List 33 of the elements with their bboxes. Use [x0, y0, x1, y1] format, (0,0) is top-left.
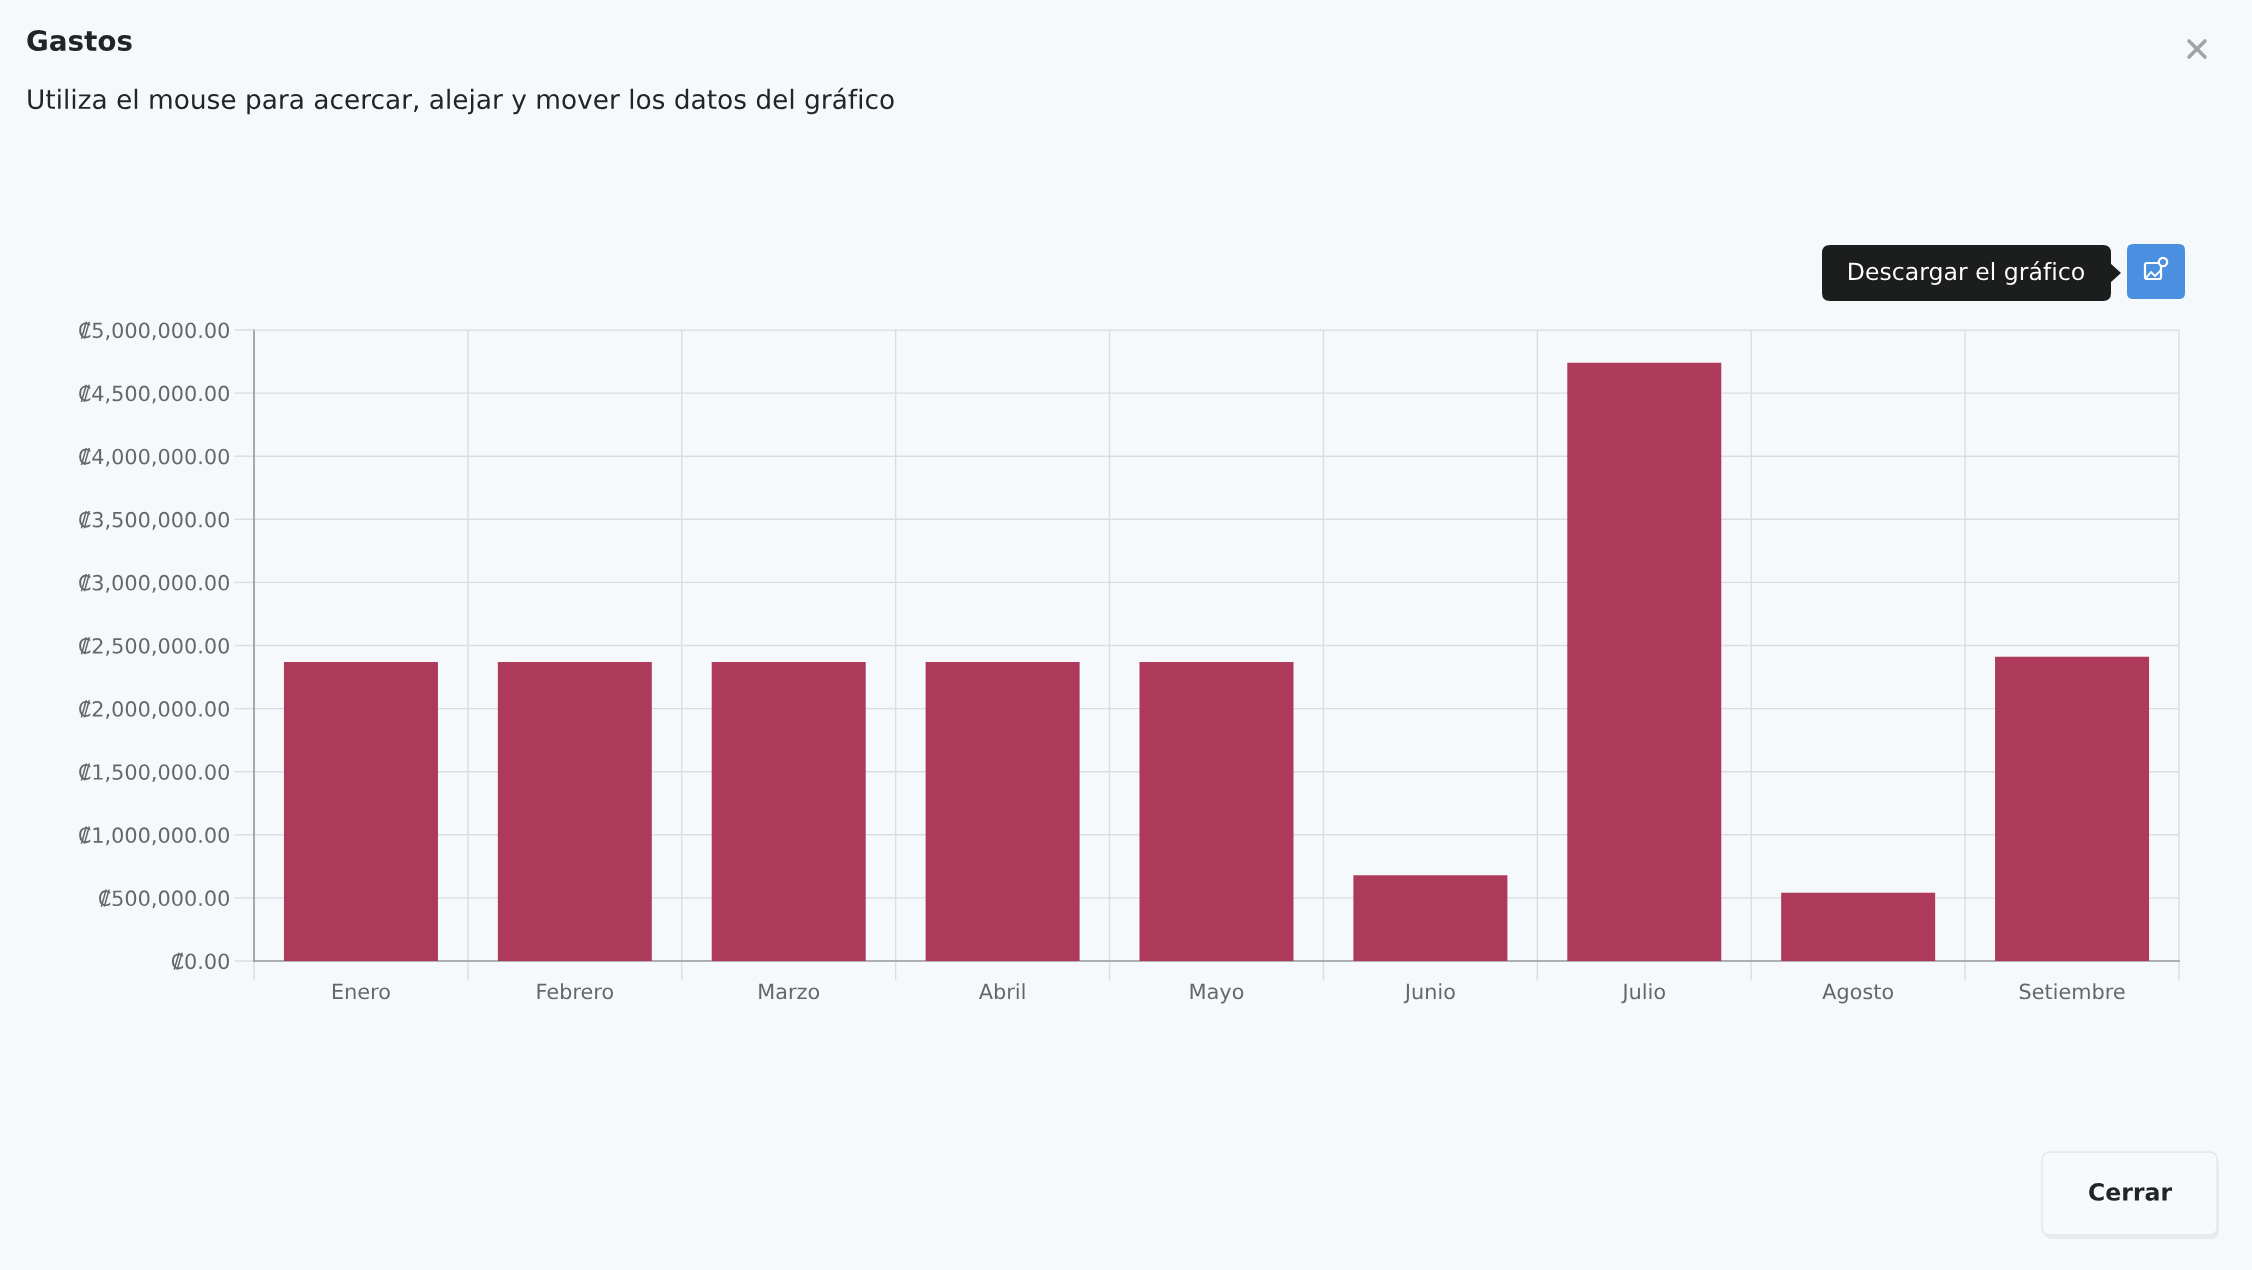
x-tick-label: Febrero — [537, 983, 614, 1000]
x-tick-label: Mayo — [1190, 983, 1244, 1004]
bar — [1781, 892, 1936, 961]
y-tick-label: ₡4,500,000.00 — [79, 384, 230, 404]
text: Cerrar — [2089, 1182, 2173, 1201]
bar — [1995, 656, 2150, 961]
bar — [497, 661, 652, 961]
y-tick-label: ₡2,000,000.00 — [79, 700, 230, 719]
y-tick-label: ₡1,000,000.00 — [79, 826, 230, 846]
y-tick-label: ₡4,000,000.00 — [79, 447, 230, 467]
y-tick-label: ₡500,000.00 — [99, 889, 229, 909]
bar — [1139, 661, 1294, 961]
text: Descargar el gráfico — [1849, 261, 2084, 285]
x-tick-label: Marzo — [759, 983, 820, 1000]
x-tick-label: Enero — [332, 983, 390, 1000]
y-tick-label: ₡5,000,000.00 — [79, 321, 230, 341]
chart-title: Gastos — [27, 30, 132, 52]
bar — [1353, 875, 1508, 961]
y-tick-label: ₡3,000,000.00 — [79, 574, 230, 593]
y-tick-label: ₡3,500,000.00 — [79, 511, 230, 530]
y-tick-label: ₡2,500,000.00 — [79, 637, 230, 656]
y-tick-label: ₡1,500,000.00 — [79, 763, 230, 783]
bar — [283, 661, 438, 961]
bar — [925, 661, 1080, 961]
bar — [1567, 362, 1722, 961]
bar — [711, 661, 866, 961]
x-tick-label: Agosto — [1822, 983, 1894, 1004]
chart-subtitle: Utiliza el mouse para acercar, alejar y mover los datos del gráfico — [28, 87, 894, 115]
y-tick-label: ₡0.00 — [171, 952, 230, 970]
x-tick-label: Setiembre — [2019, 983, 2125, 1000]
x-tick-label: Junio — [1403, 983, 1455, 1004]
x-tick-label: Julio — [1621, 983, 1665, 1004]
x-tick-label: Abril — [978, 983, 1025, 1000]
